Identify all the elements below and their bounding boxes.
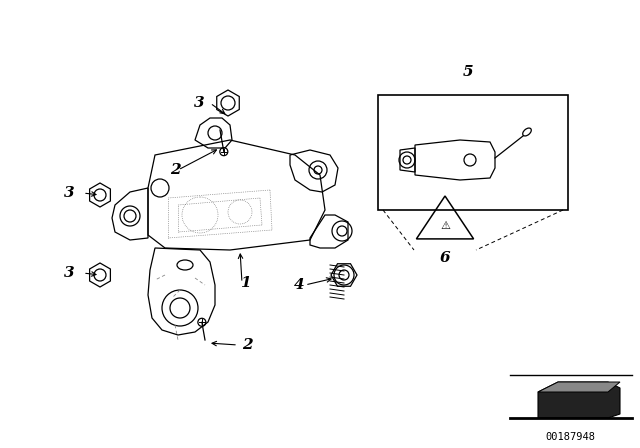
Text: ⚠: ⚠ (440, 221, 450, 231)
Polygon shape (538, 382, 620, 392)
Text: 3: 3 (195, 96, 205, 110)
Text: 3: 3 (65, 266, 75, 280)
Text: 6: 6 (440, 251, 451, 265)
Text: 4: 4 (294, 278, 305, 292)
Text: 2: 2 (170, 163, 180, 177)
Bar (378, 95, 568, 210)
Text: 1: 1 (240, 276, 250, 290)
Text: 00187948: 00187948 (545, 432, 595, 442)
Polygon shape (538, 382, 620, 418)
Text: 5: 5 (463, 65, 474, 79)
Text: 3: 3 (65, 186, 75, 200)
Text: 2: 2 (242, 338, 253, 352)
